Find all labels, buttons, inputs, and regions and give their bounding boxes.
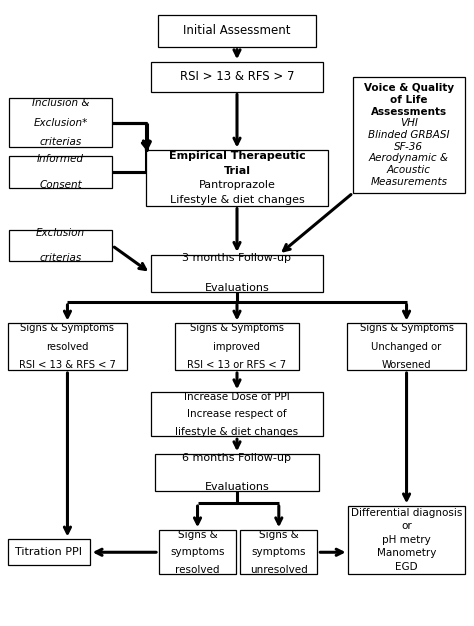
- FancyBboxPatch shape: [151, 62, 323, 91]
- FancyBboxPatch shape: [8, 540, 90, 565]
- Text: Initial Assessment: Initial Assessment: [183, 24, 291, 38]
- Text: Evaluations: Evaluations: [205, 482, 269, 492]
- Text: Pantroprazole: Pantroprazole: [199, 180, 275, 190]
- Text: Voice & Quality: Voice & Quality: [364, 83, 454, 93]
- Text: RSI < 13 & RFS < 7: RSI < 13 & RFS < 7: [19, 361, 116, 371]
- Text: Unchanged or: Unchanged or: [372, 342, 442, 352]
- Text: of Life: of Life: [390, 95, 428, 105]
- Text: Measurements: Measurements: [370, 177, 447, 187]
- Text: RSI > 13 & RFS > 7: RSI > 13 & RFS > 7: [180, 70, 294, 83]
- FancyBboxPatch shape: [159, 530, 236, 574]
- Text: Trial: Trial: [224, 166, 250, 176]
- FancyBboxPatch shape: [151, 392, 323, 436]
- Text: symptoms: symptoms: [252, 547, 306, 557]
- FancyBboxPatch shape: [155, 454, 319, 491]
- Text: Consent: Consent: [39, 180, 82, 190]
- Text: Manometry: Manometry: [377, 548, 436, 558]
- Text: Informed: Informed: [37, 154, 84, 164]
- FancyBboxPatch shape: [158, 15, 316, 47]
- Text: pH metry: pH metry: [382, 535, 431, 545]
- Text: Evaluations: Evaluations: [205, 283, 269, 293]
- Text: Assessments: Assessments: [371, 107, 447, 117]
- Text: Blinded GRBASI: Blinded GRBASI: [368, 130, 450, 140]
- Text: SF-36: SF-36: [394, 141, 423, 151]
- FancyBboxPatch shape: [8, 324, 127, 370]
- Text: criterias: criterias: [39, 138, 82, 148]
- FancyBboxPatch shape: [9, 156, 111, 188]
- Text: criterias: criterias: [39, 254, 82, 264]
- Text: resolved: resolved: [46, 342, 89, 352]
- Text: lifestyle & diet changes: lifestyle & diet changes: [175, 427, 299, 437]
- Text: Signs &: Signs &: [178, 530, 218, 540]
- Text: symptoms: symptoms: [170, 547, 225, 557]
- Text: unresolved: unresolved: [250, 565, 308, 575]
- Text: improved: improved: [213, 342, 261, 352]
- Text: resolved: resolved: [175, 565, 220, 575]
- Text: 6 months Follow-up: 6 months Follow-up: [182, 453, 292, 463]
- Text: Increase Dose of PPI: Increase Dose of PPI: [184, 391, 290, 401]
- Text: RSI < 13 or RFS < 7: RSI < 13 or RFS < 7: [187, 361, 287, 371]
- FancyBboxPatch shape: [348, 506, 465, 573]
- FancyBboxPatch shape: [151, 255, 323, 292]
- Text: VHI: VHI: [400, 118, 418, 128]
- FancyBboxPatch shape: [347, 324, 466, 370]
- Text: Signs &: Signs &: [259, 530, 299, 540]
- FancyBboxPatch shape: [9, 230, 111, 262]
- Text: Lifestyle & diet changes: Lifestyle & diet changes: [170, 195, 304, 205]
- Text: 3 months Follow-up: 3 months Follow-up: [182, 254, 292, 264]
- FancyBboxPatch shape: [353, 77, 465, 193]
- Text: Empirical Therapeutic: Empirical Therapeutic: [169, 151, 305, 161]
- Text: Signs & Symptoms: Signs & Symptoms: [360, 323, 454, 333]
- Text: Increase respect of: Increase respect of: [187, 409, 287, 419]
- Text: Titration PPI: Titration PPI: [15, 547, 82, 557]
- Text: Signs & Symptoms: Signs & Symptoms: [190, 323, 284, 333]
- FancyBboxPatch shape: [146, 150, 328, 205]
- Text: Exclusion: Exclusion: [36, 228, 85, 238]
- Text: EGD: EGD: [395, 562, 418, 572]
- Text: Exclusion*: Exclusion*: [33, 118, 88, 128]
- Text: Acoustic: Acoustic: [387, 165, 431, 175]
- Text: Differential diagnosis: Differential diagnosis: [351, 508, 462, 518]
- Text: Signs & Symptoms: Signs & Symptoms: [20, 323, 114, 333]
- FancyBboxPatch shape: [240, 530, 317, 574]
- FancyBboxPatch shape: [9, 98, 111, 147]
- FancyBboxPatch shape: [175, 324, 299, 370]
- Text: Worsened: Worsened: [382, 361, 431, 371]
- Text: Inclusion &: Inclusion &: [32, 98, 89, 108]
- Text: or: or: [401, 521, 412, 531]
- Text: Aerodynamic &: Aerodynamic &: [369, 153, 449, 163]
